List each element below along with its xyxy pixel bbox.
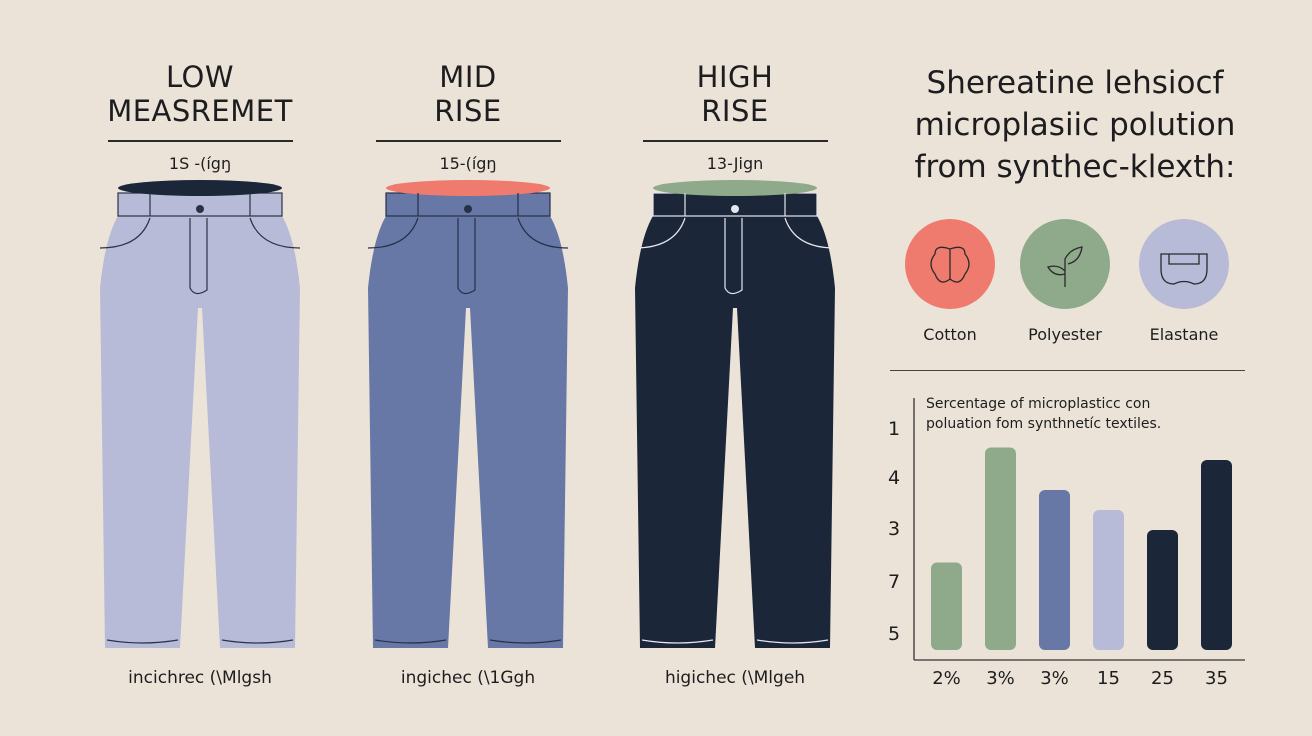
garment-icon — [1160, 253, 1208, 285]
y-tick-label: 4 — [888, 467, 900, 489]
bar-chart: Sercentage of microplasticc con poluation… — [888, 396, 1245, 689]
bar — [931, 562, 962, 650]
divider — [890, 370, 1245, 371]
jeans-illustration — [634, 180, 836, 648]
material-label: Cotton — [923, 325, 977, 344]
material-circle — [1139, 219, 1229, 309]
y-tick-label: 1 — [888, 418, 900, 440]
material-circle — [905, 219, 995, 309]
title-rule — [375, 140, 561, 142]
bar — [1147, 530, 1178, 650]
title-rule — [642, 140, 828, 142]
column-subtitle: 13-Jign — [706, 154, 764, 173]
y-tick-label: 7 — [888, 571, 900, 593]
bar — [985, 447, 1016, 650]
bar — [1093, 510, 1124, 650]
rise-column: MID RISE 15-(ígŋ — [338, 60, 598, 173]
y-tick-label: 3 — [888, 518, 900, 540]
column-title: LOW MEASREMET — [107, 60, 293, 128]
y-tick-label: 5 — [888, 623, 900, 645]
column-subtitle: 1S -(ígŋ — [168, 154, 232, 173]
column-title: MID RISE — [434, 60, 502, 128]
x-tick-label: 3% — [986, 668, 1015, 689]
column-title: HIGH RISE — [696, 60, 774, 128]
jeans-illustration — [367, 180, 569, 648]
bar — [1039, 490, 1070, 650]
chart-title: Sercentage of microplasticc con — [926, 396, 1150, 412]
material-label: Polyester — [1028, 325, 1102, 344]
x-tick-label: 15 — [1097, 668, 1120, 689]
right-title-line: from synthec-klexth: — [914, 149, 1236, 185]
column-caption: higichec (\Mlgeh — [664, 668, 806, 688]
x-tick-label: 35 — [1205, 668, 1228, 689]
title-rule — [107, 140, 293, 142]
column-caption: ingichec (\1Ggh — [400, 668, 536, 688]
cotton-boll-icon — [930, 246, 970, 283]
right-title: Shereatine lehsiocf microplasiic polutio… — [895, 62, 1255, 188]
right-title-line: microplasiic polution — [914, 107, 1236, 143]
x-tick-label: 3% — [1040, 668, 1069, 689]
chart-title: poluation fom synthnetíc textiles. — [926, 416, 1161, 432]
column-subtitle: 15-(ígŋ — [439, 154, 497, 173]
leaf-sprout-icon — [1047, 246, 1083, 287]
material-circle — [1020, 219, 1110, 309]
bar — [1201, 460, 1232, 650]
column-caption: incichrec (\Mlgsh — [128, 668, 272, 688]
rise-column: LOW MEASREMET 1S -(ígŋ — [70, 60, 330, 173]
x-tick-label: 25 — [1151, 668, 1174, 689]
x-tick-label: 2% — [932, 668, 961, 689]
jeans-illustration — [99, 180, 301, 648]
material-label: Elastane — [1149, 325, 1219, 344]
rise-column: HIGH RISE 13-Jign — [605, 60, 865, 173]
right-title-line: Shereatine lehsiocf — [926, 65, 1224, 101]
